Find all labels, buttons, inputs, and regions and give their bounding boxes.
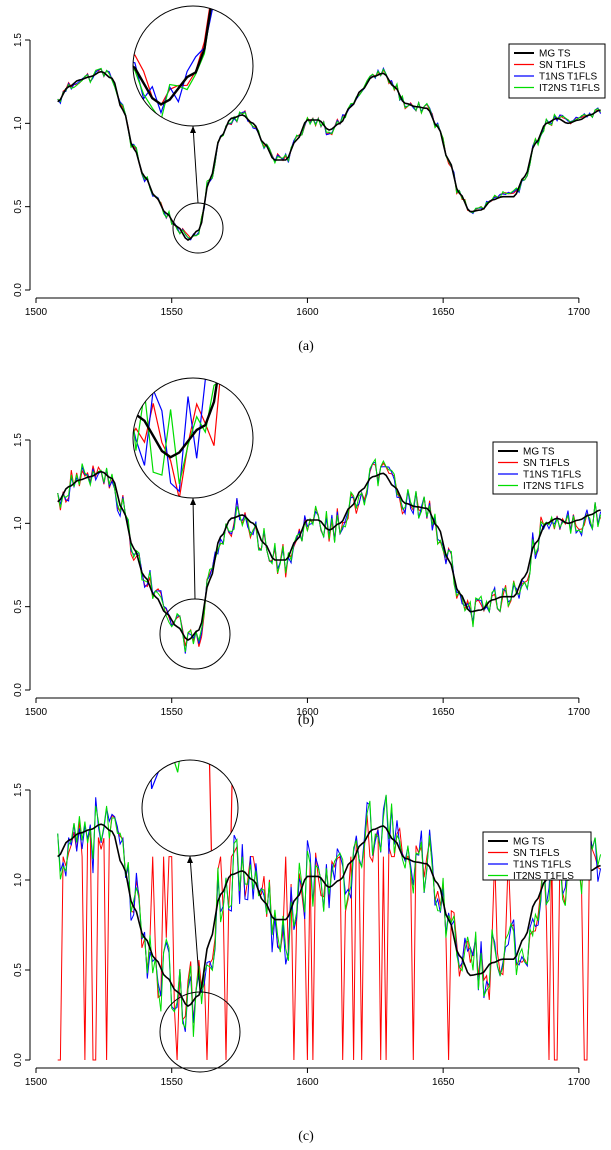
inset-line-t1ns-t1fls	[133, 6, 253, 115]
y-tick-label: 0.0	[13, 1053, 24, 1067]
inset-line-it2ns-t1fls	[133, 6, 253, 122]
zoom-inset	[133, 378, 253, 498]
series-line-it2ns-t1fls	[57, 457, 602, 652]
x-tick-label: 1700	[568, 1077, 591, 1088]
x-tick-label: 1600	[296, 1077, 319, 1088]
x-tick-label: 1650	[432, 1077, 455, 1088]
legend-label: IT2NS T1FLS	[539, 83, 600, 94]
x-tick-label: 1500	[25, 307, 48, 318]
chart-panel-c: 1500 1550 1600 1650 1700 0.0 0.5 1.0 1.5 MG TSSN …	[13, 759, 602, 1088]
x-tick-label: 1550	[161, 707, 184, 718]
zoom-inset	[133, 6, 253, 122]
x-tick-label: 1600	[296, 707, 319, 718]
y-tick-label: 1.0	[13, 116, 24, 130]
inset-line-mg-ts	[133, 6, 253, 106]
chart-panel-a: 1500 1550 1600 1650 1700 0.0 0.5 1.0 1.5 MG TSSN …	[13, 5, 606, 318]
x-tick-label: 1600	[296, 307, 319, 318]
caption-b: (b)	[298, 713, 315, 728]
zoom-region-circle	[172, 202, 224, 254]
legend-label: T1NS T1FLS	[539, 72, 597, 83]
zoom-arrow	[192, 497, 196, 600]
x-tick-label: 1550	[161, 307, 184, 318]
y-tick-label: 0.0	[13, 683, 24, 697]
zoom-arrow	[189, 855, 201, 993]
x-tick-label: 1700	[568, 707, 591, 718]
zoom-region-circle	[159, 991, 241, 1073]
caption-c: (c)	[298, 1129, 314, 1144]
y-tick-label: 1.5	[13, 433, 24, 447]
y-tick-label: 0.0	[13, 283, 24, 297]
legend-label: IT2NS T1FLS	[523, 481, 584, 492]
legend-label: T1NS T1FLS	[513, 860, 571, 871]
x-tick-label: 1650	[432, 307, 455, 318]
legend-label: IT2NS T1FLS	[513, 871, 574, 882]
zoom-arrow	[192, 125, 199, 204]
legend-label: MG TS	[513, 837, 545, 848]
x-tick-label: 1550	[161, 1077, 184, 1088]
caption-a: (a)	[298, 339, 314, 354]
series-line-it2ns-t1fls	[57, 794, 602, 1037]
y-tick-label: 1.5	[13, 33, 24, 47]
x-tick-label: 1500	[25, 1077, 48, 1088]
series-line-t1ns-t1fls	[57, 795, 602, 1032]
legend-label: SN T1FLS	[539, 60, 586, 71]
x-tick-label: 1700	[568, 307, 591, 318]
legend-label: SN T1FLS	[523, 458, 570, 469]
series-line-mg-ts	[57, 70, 601, 241]
zoom-inset-background	[142, 760, 238, 856]
inset-line-t1ns-t1fls	[133, 378, 253, 493]
chart-panel-b: 1500 1550 1600 1650 1700 0.0 0.5 1.0 1.5 MG TSSN …	[13, 377, 602, 718]
inset-line-sn-t1fls	[133, 378, 253, 498]
y-tick-label: 0.5	[13, 599, 24, 613]
y-tick-label: 1.5	[13, 783, 24, 797]
series-line-mg-ts	[57, 823, 601, 1007]
x-tick-label: 1650	[432, 707, 455, 718]
legend-label: MG TS	[539, 49, 571, 60]
zoom-inset-background	[133, 378, 253, 498]
y-tick-label: 0.5	[13, 963, 24, 977]
zoom-inset-circle	[141, 759, 239, 857]
zoom-arrowhead	[187, 856, 193, 863]
legend-label: MG TS	[523, 447, 555, 458]
zoom-inset-circle	[132, 377, 254, 499]
inset-line-mg-ts	[133, 378, 253, 459]
legend-label: T1NS T1FLS	[523, 470, 581, 481]
zoom-inset-circle	[132, 5, 254, 127]
inset-line-it2ns-t1fls	[133, 378, 253, 485]
zoom-arrowhead	[190, 126, 196, 133]
legend-label: SN T1FLS	[513, 848, 560, 859]
y-tick-label: 0.5	[13, 199, 24, 213]
series-line-mg-ts	[57, 470, 601, 641]
zoom-arrowhead	[190, 498, 196, 505]
y-tick-label: 1.0	[13, 873, 24, 887]
x-tick-label: 1500	[25, 707, 48, 718]
y-tick-label: 1.0	[13, 516, 24, 530]
zoom-inset-background	[133, 6, 253, 126]
